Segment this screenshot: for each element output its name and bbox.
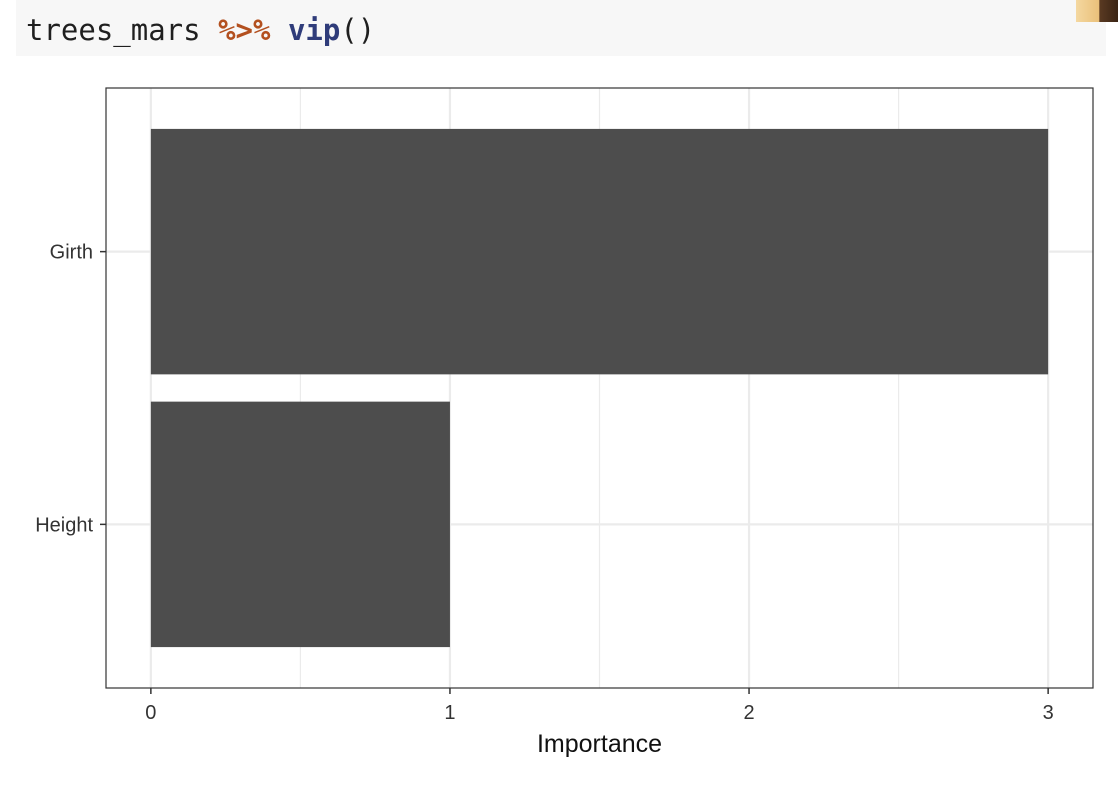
- x-tick-label: 1: [444, 702, 455, 724]
- code-object: trees_mars: [26, 13, 201, 47]
- code-function: vip: [287, 13, 341, 47]
- panel-border: [105, 87, 1094, 689]
- bar-height: [150, 401, 450, 648]
- code-parens: (): [340, 13, 376, 47]
- y-tick-label: Girth: [50, 242, 93, 264]
- user-avatar-icon: [1076, 0, 1118, 22]
- x-tick-label: 2: [743, 702, 754, 724]
- x-tick-label: 3: [1043, 702, 1054, 724]
- y-axis: Girth Height: [35, 242, 106, 536]
- x-tick-label: 0: [145, 702, 156, 724]
- x-axis-title: Importance: [537, 730, 662, 758]
- y-tick-label: Height: [35, 514, 93, 536]
- x-axis: 0 1 2 3: [145, 688, 1054, 724]
- code-block: trees_mars %>% vip(): [16, 0, 1106, 56]
- bar-girth: [150, 128, 1049, 375]
- bars: [150, 128, 1049, 648]
- code-operator: %>%: [218, 13, 271, 47]
